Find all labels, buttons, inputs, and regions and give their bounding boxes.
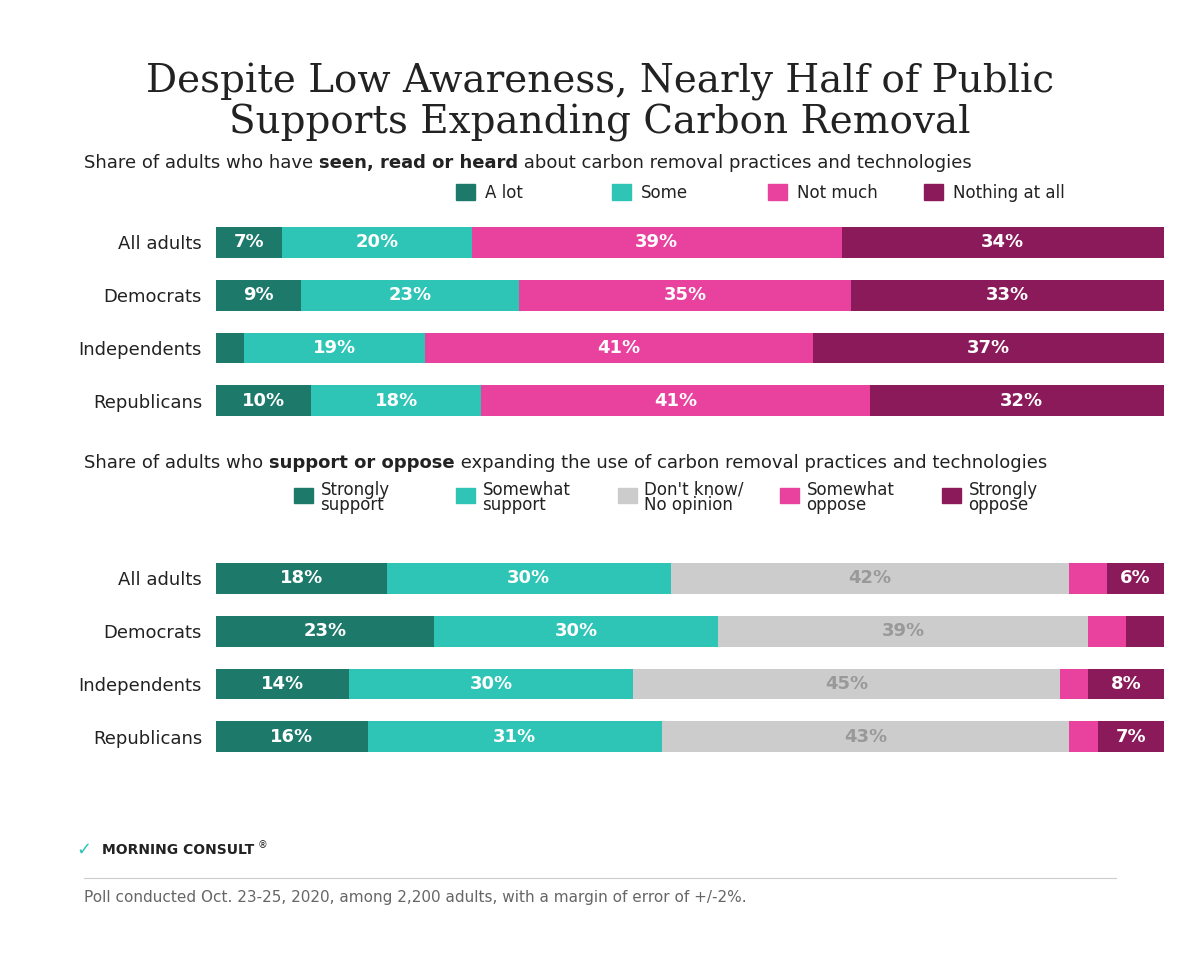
- Text: 30%: 30%: [469, 675, 512, 693]
- Bar: [671, 564, 1069, 593]
- Bar: [851, 280, 1164, 310]
- Bar: [301, 280, 520, 310]
- Text: 33%: 33%: [986, 286, 1030, 304]
- Text: 42%: 42%: [848, 569, 892, 588]
- Text: 39%: 39%: [882, 622, 925, 640]
- Text: oppose: oppose: [806, 496, 866, 514]
- Bar: [386, 564, 671, 593]
- Text: Not much: Not much: [797, 184, 877, 202]
- Bar: [1069, 722, 1098, 752]
- Bar: [1088, 616, 1126, 646]
- Text: expanding the use of carbon removal practices and technologies: expanding the use of carbon removal prac…: [455, 454, 1046, 471]
- Text: seen, read or heard: seen, read or heard: [319, 155, 518, 172]
- Bar: [245, 333, 425, 363]
- Bar: [1108, 564, 1164, 593]
- Text: about carbon removal practices and technologies: about carbon removal practices and techn…: [518, 155, 972, 172]
- Text: Share of adults who have: Share of adults who have: [84, 155, 319, 172]
- Text: Strongly: Strongly: [968, 481, 1038, 498]
- Bar: [434, 616, 719, 646]
- Text: 23%: 23%: [304, 622, 347, 640]
- Bar: [349, 669, 634, 699]
- Text: Some: Some: [641, 184, 688, 202]
- Text: 16%: 16%: [270, 728, 313, 746]
- Bar: [520, 280, 851, 310]
- Text: 6%: 6%: [1121, 569, 1151, 588]
- Bar: [1069, 564, 1108, 593]
- Bar: [814, 333, 1164, 363]
- Text: Supports Expanding Carbon Removal: Supports Expanding Carbon Removal: [229, 104, 971, 142]
- Text: ✓: ✓: [77, 841, 91, 858]
- Text: 19%: 19%: [313, 339, 356, 357]
- Bar: [425, 333, 814, 363]
- Text: 37%: 37%: [967, 339, 1010, 357]
- Text: Somewhat: Somewhat: [806, 481, 894, 498]
- Bar: [1060, 669, 1088, 699]
- Text: No opinion: No opinion: [644, 496, 733, 514]
- Bar: [311, 386, 481, 416]
- Text: Share of adults who: Share of adults who: [84, 454, 269, 471]
- Text: 41%: 41%: [598, 339, 641, 357]
- Bar: [216, 616, 434, 646]
- Text: 32%: 32%: [1001, 392, 1043, 410]
- Text: Nothing at all: Nothing at all: [953, 184, 1064, 202]
- Bar: [841, 228, 1164, 257]
- Bar: [216, 669, 349, 699]
- Bar: [870, 386, 1174, 416]
- Text: oppose: oppose: [968, 496, 1028, 514]
- Text: 39%: 39%: [635, 233, 678, 252]
- Bar: [216, 386, 311, 416]
- Text: 18%: 18%: [374, 392, 418, 410]
- Bar: [719, 616, 1088, 646]
- Text: 7%: 7%: [1116, 728, 1146, 746]
- Bar: [472, 228, 841, 257]
- Bar: [1088, 669, 1164, 699]
- Text: MORNING CONSULT: MORNING CONSULT: [102, 843, 254, 856]
- Text: Despite Low Awareness, Nearly Half of Public: Despite Low Awareness, Nearly Half of Pu…: [146, 62, 1054, 101]
- Bar: [216, 333, 245, 363]
- Text: 41%: 41%: [654, 392, 697, 410]
- Text: 45%: 45%: [824, 675, 868, 693]
- Text: Strongly: Strongly: [320, 481, 390, 498]
- Bar: [634, 669, 1060, 699]
- Text: 14%: 14%: [260, 675, 304, 693]
- Bar: [661, 722, 1069, 752]
- Text: support: support: [320, 496, 384, 514]
- Bar: [216, 564, 386, 593]
- Bar: [216, 228, 282, 257]
- Text: 18%: 18%: [280, 569, 323, 588]
- Text: 8%: 8%: [1111, 675, 1141, 693]
- Text: 7%: 7%: [234, 233, 264, 252]
- Bar: [1126, 616, 1164, 646]
- Text: 43%: 43%: [844, 728, 887, 746]
- Text: 35%: 35%: [664, 286, 707, 304]
- Text: 20%: 20%: [355, 233, 398, 252]
- Text: 10%: 10%: [242, 392, 284, 410]
- Text: Poll conducted Oct. 23-25, 2020, among 2,200 adults, with a margin of error of +: Poll conducted Oct. 23-25, 2020, among 2…: [84, 890, 746, 905]
- Text: 30%: 30%: [554, 622, 598, 640]
- Bar: [367, 722, 661, 752]
- Bar: [1098, 722, 1164, 752]
- Bar: [481, 386, 870, 416]
- Text: 34%: 34%: [982, 233, 1025, 252]
- Text: 9%: 9%: [244, 286, 274, 304]
- Text: 30%: 30%: [508, 569, 551, 588]
- Text: support: support: [482, 496, 546, 514]
- Text: A lot: A lot: [485, 184, 523, 202]
- Text: 31%: 31%: [493, 728, 536, 746]
- Text: ®: ®: [258, 840, 268, 850]
- Text: support or oppose: support or oppose: [269, 454, 455, 471]
- Text: 23%: 23%: [389, 286, 432, 304]
- Bar: [282, 228, 472, 257]
- Text: Don't know/: Don't know/: [644, 481, 744, 498]
- Text: Somewhat: Somewhat: [482, 481, 570, 498]
- Bar: [216, 280, 301, 310]
- Bar: [216, 722, 367, 752]
